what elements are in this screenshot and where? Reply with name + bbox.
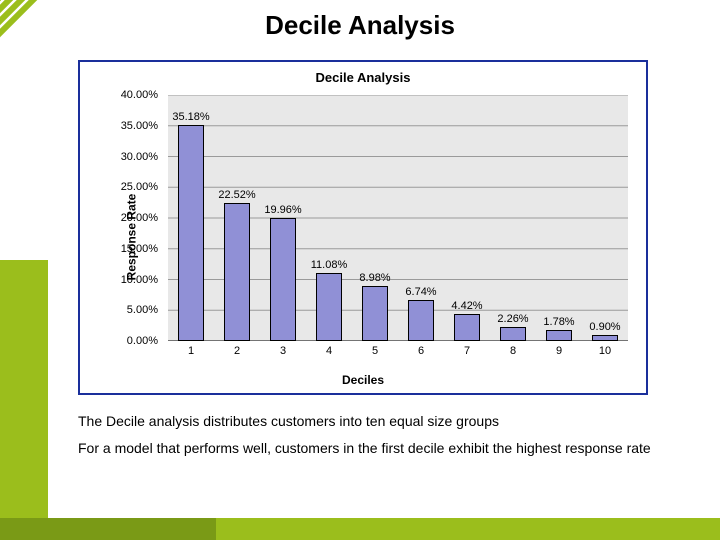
bar — [224, 203, 251, 341]
y-tick-label: 10.00% — [121, 274, 158, 286]
y-tick-label: 35.00% — [121, 120, 158, 132]
caption-line-1: The Decile analysis distributes customer… — [78, 408, 658, 435]
plot-area: 35.18% 22.52% 19.96% 11.08% 8.98% 6.74% 4.42% 2… — [168, 95, 628, 341]
bar-value-label: 4.42% — [451, 300, 482, 312]
x-tick-label: 8 — [510, 345, 516, 357]
bar — [362, 286, 389, 341]
bars-layer: 35.18% 22.52% 19.96% 11.08% 8.98% 6.74% 4.42% 2… — [168, 95, 628, 341]
y-tick-label: 25.00% — [121, 181, 158, 193]
bar-value-label: 19.96% — [264, 204, 301, 216]
x-tick-label: 2 — [234, 345, 240, 357]
bar-value-label: 2.26% — [497, 313, 528, 325]
bar — [316, 273, 343, 341]
chart-title: Decile Analysis — [90, 70, 636, 85]
bar-value-label: 1.78% — [543, 316, 574, 328]
footer-seg-dark — [0, 518, 216, 540]
x-axis-label: Deciles — [90, 373, 636, 387]
y-tick-label: 5.00% — [127, 304, 158, 316]
caption: The Decile analysis distributes customer… — [78, 408, 658, 461]
x-ticks: 1 2 3 4 5 6 7 8 9 10 — [168, 345, 628, 363]
footer-seg-light — [216, 518, 720, 540]
slide: Decile Analysis Decile Analysis Response… — [0, 0, 720, 540]
y-tick-label: 0.00% — [127, 335, 158, 347]
bar-value-label: 11.08% — [311, 259, 348, 271]
bar-value-label: 35.18% — [172, 111, 209, 123]
y-tick-label: 40.00% — [121, 89, 158, 101]
y-ticks: 0.00%5.00%10.00%15.00%20.00%25.00%30.00%… — [90, 95, 164, 341]
x-tick-label: 1 — [188, 345, 194, 357]
y-tick-label: 20.00% — [121, 212, 158, 224]
x-tick-label: 5 — [372, 345, 378, 357]
bar — [546, 330, 573, 341]
side-green-block — [0, 260, 48, 520]
chart-body: Response Rate 0.00%5.00%10.00%15.00%20.0… — [90, 89, 636, 385]
bar-value-label: 0.90% — [589, 321, 620, 333]
bar-value-label: 8.98% — [359, 272, 390, 284]
x-tick-label: 4 — [326, 345, 332, 357]
bar — [178, 125, 205, 341]
bar — [270, 218, 297, 341]
y-tick-label: 15.00% — [121, 243, 158, 255]
caption-line-2: For a model that performs well, customer… — [78, 435, 658, 462]
bar — [454, 314, 481, 341]
x-tick-label: 9 — [556, 345, 562, 357]
page-title: Decile Analysis — [0, 10, 720, 41]
x-tick-label: 3 — [280, 345, 286, 357]
y-tick-label: 30.00% — [121, 151, 158, 163]
x-tick-label: 7 — [464, 345, 470, 357]
bar — [500, 327, 527, 341]
bar — [592, 335, 619, 341]
x-tick-label: 6 — [418, 345, 424, 357]
chart-container: Decile Analysis Response Rate 0.00%5.00%… — [78, 60, 648, 395]
bar-value-label: 22.52% — [218, 189, 255, 201]
bar — [408, 300, 435, 341]
bar-value-label: 6.74% — [405, 286, 436, 298]
footer-bar — [0, 518, 720, 540]
x-tick-label: 10 — [599, 345, 611, 357]
